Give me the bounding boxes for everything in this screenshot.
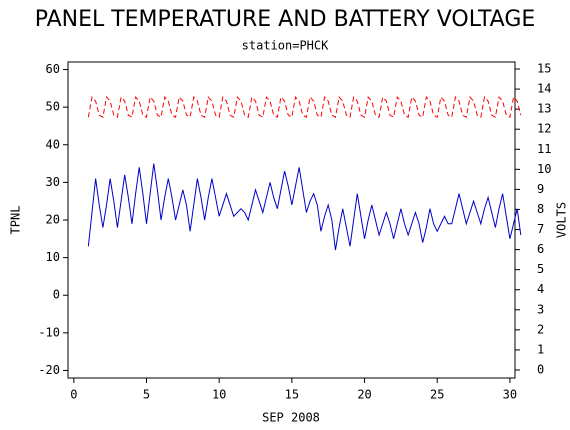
y2-tick-label: 10 — [537, 162, 551, 176]
y2-tick-label: 7 — [537, 222, 544, 236]
chart-subtitle: station=PHCK — [242, 39, 329, 53]
x-tick-label: 25 — [430, 388, 444, 402]
y2-tick-label: 6 — [537, 242, 544, 256]
y2-tick-label: 11 — [537, 142, 551, 156]
y2-axis-label: VOLTS — [555, 202, 569, 238]
data-line — [87, 96, 522, 118]
chart-title: PANEL TEMPERATURE AND BATTERY VOLTAGE — [35, 7, 536, 32]
y-tick-label: -20 — [38, 363, 60, 377]
y2-tick-label: 15 — [537, 62, 551, 76]
data-line — [87, 163, 522, 251]
x-tick-label: 10 — [212, 388, 226, 402]
y-tick-label: 60 — [46, 62, 60, 76]
y2-tick-label: 1 — [537, 342, 544, 356]
y-tick-label: 30 — [46, 175, 60, 189]
x-tick-label: 5 — [143, 388, 150, 402]
x-tick-label: 30 — [503, 388, 517, 402]
x-tick-label: 15 — [285, 388, 299, 402]
y2-tick-label: 14 — [537, 82, 551, 96]
x-tick-label: 20 — [357, 388, 371, 402]
y-tick-label: 40 — [46, 137, 60, 151]
y2-tick-label: 8 — [537, 202, 544, 216]
y2-tick-label: 13 — [537, 102, 551, 116]
y2-tick-label: 2 — [537, 322, 544, 336]
plot-frame — [67, 61, 516, 379]
y-tick-label: 50 — [46, 100, 60, 114]
y2-tick-label: 5 — [537, 262, 544, 276]
y-axis-label: TPNL — [9, 206, 23, 235]
y-tick-label: 0 — [53, 288, 60, 302]
x-axis-label: SEP 2008 — [262, 411, 320, 425]
y2-tick-label: 0 — [537, 362, 544, 376]
y-tick-label: 20 — [46, 213, 60, 227]
y-tick-label: 10 — [46, 250, 60, 264]
y2-tick-label: 4 — [537, 282, 544, 296]
y2-tick-label: 9 — [537, 182, 544, 196]
y-tick-label: -10 — [38, 325, 60, 339]
x-tick-label: 0 — [70, 388, 77, 402]
y2-tick-label: 12 — [537, 122, 551, 136]
y2-tick-label: 3 — [537, 302, 544, 316]
